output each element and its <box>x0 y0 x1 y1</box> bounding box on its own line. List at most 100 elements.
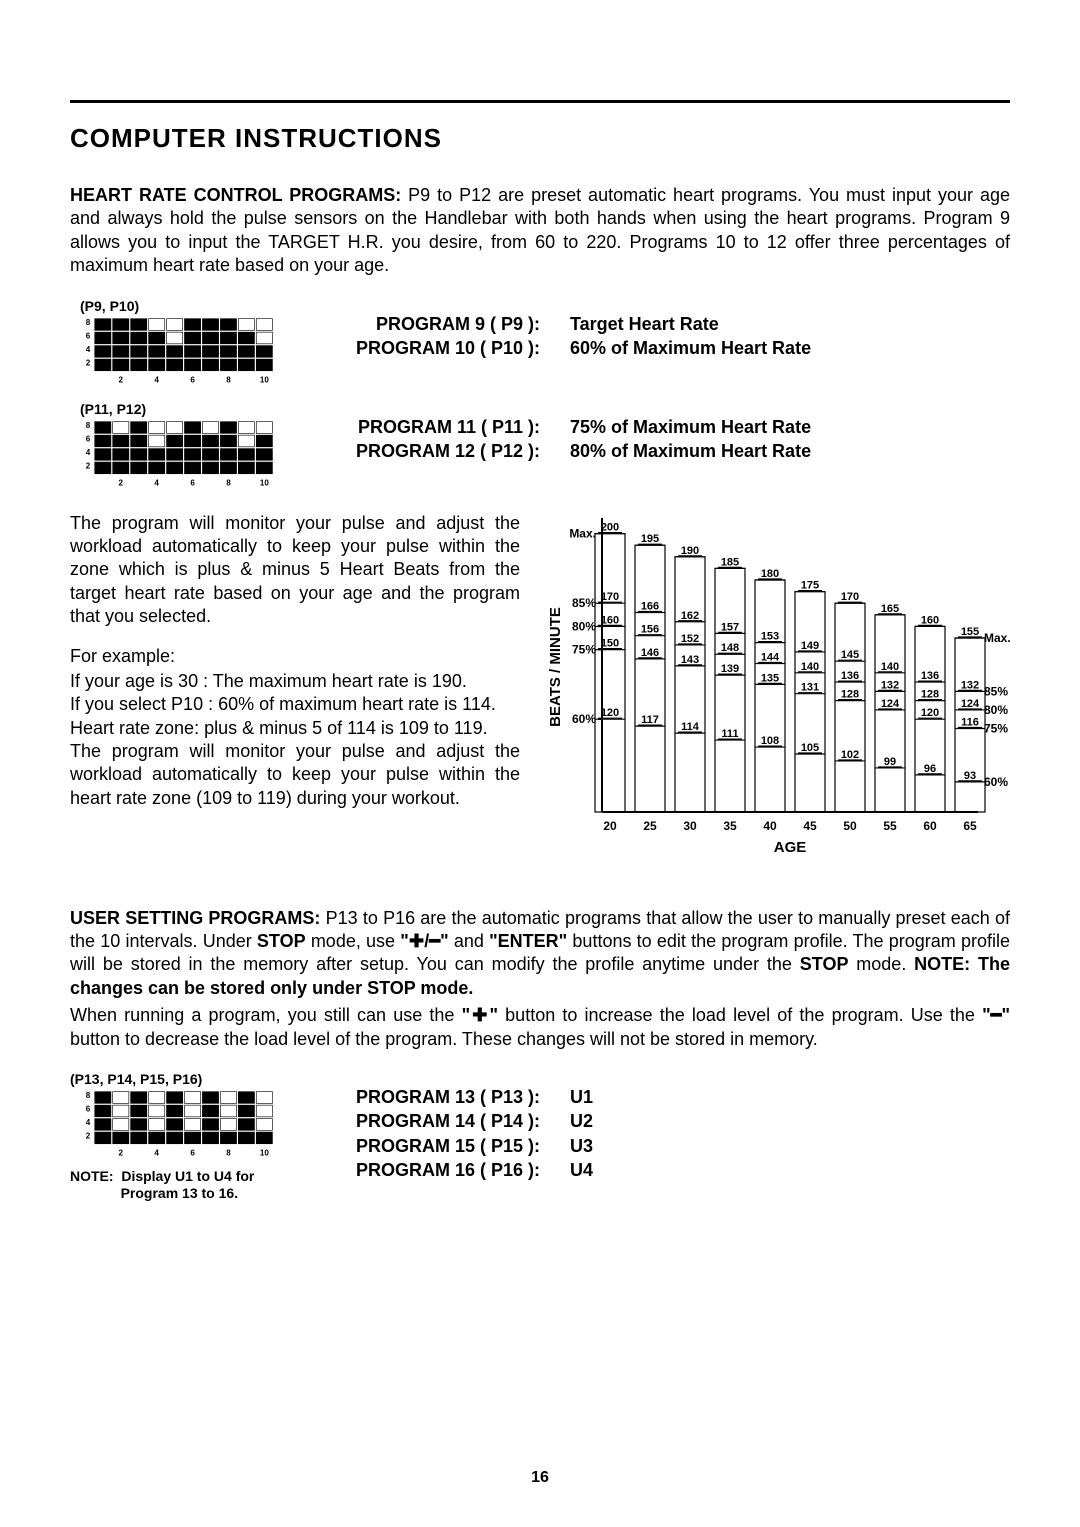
prog-list-3: PROGRAM 13 ( P13 ):U1 PROGRAM 14 ( P14 )… <box>320 1071 1010 1182</box>
svg-text:145: 145 <box>841 649 859 661</box>
svg-text:8: 8 <box>226 1148 231 1157</box>
svg-text:116: 116 <box>961 716 979 728</box>
prog-list-2: PROGRAM 11 ( P11 ): 75% of Maximum Heart… <box>300 401 1010 464</box>
prog-15-val: U3 <box>570 1134 1010 1158</box>
user-stop2: STOP <box>800 954 849 974</box>
svg-text:139: 139 <box>721 663 739 675</box>
svg-text:170: 170 <box>601 591 619 603</box>
prog-10-line: PROGRAM 10 ( P10 ): 60% of Maximum Heart… <box>350 336 1010 360</box>
svg-text:175: 175 <box>801 579 819 591</box>
user-paragraph-2: When running a program, you still can us… <box>70 1004 1010 1051</box>
user-t5: mode. <box>848 954 914 974</box>
prog-15-key: PROGRAM 15 ( P15 ): <box>350 1134 570 1158</box>
prog-11-val: 75% of Maximum Heart Rate <box>570 415 1010 439</box>
prog-9-line: PROGRAM 9 ( P9 ): Target Heart Rate <box>350 312 1010 336</box>
svg-text:4: 4 <box>154 375 159 384</box>
svg-text:99: 99 <box>884 755 896 767</box>
svg-text:4: 4 <box>154 1148 159 1157</box>
svg-text:102: 102 <box>841 749 859 761</box>
svg-text:80%: 80% <box>572 619 596 633</box>
prog-15-line: PROGRAM 15 ( P15 ):U3 <box>350 1134 1010 1158</box>
svg-text:120: 120 <box>601 707 619 719</box>
svg-text:124: 124 <box>881 697 900 709</box>
svg-text:156: 156 <box>641 623 659 635</box>
svg-text:93: 93 <box>964 769 976 781</box>
user-minus: "━" <box>982 1005 1010 1025</box>
page-title: COMPUTER INSTRUCTIONS <box>70 123 1010 154</box>
svg-text:153: 153 <box>761 630 779 642</box>
svg-text:2: 2 <box>86 1131 91 1140</box>
profile-p11-p12: (P11, P12) 2468246810 <box>70 401 300 494</box>
svg-text:10: 10 <box>260 478 269 487</box>
note-u1-u4: NOTE: Display U1 to U4 for Program 13 to… <box>70 1168 320 1203</box>
user-stop1: STOP <box>257 931 306 951</box>
svg-text:2: 2 <box>86 461 91 470</box>
profile-label-2: (P11, P12) <box>80 401 300 417</box>
prog-13-key: PROGRAM 13 ( P13 ): <box>350 1085 570 1109</box>
prog-list-1: PROGRAM 9 ( P9 ): Target Heart Rate PROG… <box>300 298 1010 361</box>
svg-text:8: 8 <box>86 318 91 327</box>
prog-9-val: Target Heart Rate <box>570 312 1010 336</box>
svg-text:136: 136 <box>841 670 859 682</box>
svg-text:2: 2 <box>119 1148 124 1157</box>
svg-text:146: 146 <box>641 646 659 658</box>
svg-text:65: 65 <box>963 819 977 833</box>
explanation-text: The program will monitor your pulse and … <box>70 512 540 857</box>
row-p13-p16: (P13, P14, P15, P16) 2468246810 NOTE: Di… <box>70 1071 1010 1203</box>
svg-text:BEATS / MINUTE: BEATS / MINUTE <box>547 607 564 727</box>
prog-13-val: U1 <box>570 1085 1010 1109</box>
profile-p9-p10: (P9, P10) 2468246810 <box>70 298 300 391</box>
prog-14-key: PROGRAM 14 ( P14 ): <box>350 1109 570 1133</box>
svg-text:10: 10 <box>260 375 269 384</box>
svg-text:128: 128 <box>921 688 939 700</box>
svg-text:135: 135 <box>761 672 779 684</box>
heart-rate-chart: 2001701601501202019516615614611725190162… <box>540 512 1010 852</box>
user-plus: "✚" <box>462 1005 498 1025</box>
svg-text:148: 148 <box>721 642 739 654</box>
svg-text:8: 8 <box>86 421 91 430</box>
svg-text:96: 96 <box>924 762 936 774</box>
svg-text:150: 150 <box>601 637 619 649</box>
svg-text:140: 140 <box>881 660 899 672</box>
svg-text:165: 165 <box>881 602 899 614</box>
svg-text:2: 2 <box>86 358 91 367</box>
svg-text:4: 4 <box>154 478 159 487</box>
svg-text:117: 117 <box>641 714 659 726</box>
svg-text:124: 124 <box>961 697 980 709</box>
prog-10-key: PROGRAM 10 ( P10 ): <box>350 336 570 360</box>
prog-13-line: PROGRAM 13 ( P13 ):U1 <box>350 1085 1010 1109</box>
user-t8: button to decrease the load level of the… <box>70 1029 818 1049</box>
svg-text:166: 166 <box>641 600 659 612</box>
user-t3: and <box>449 931 489 951</box>
prog-11-key: PROGRAM 11 ( P11 ): <box>350 415 570 439</box>
svg-text:157: 157 <box>721 621 739 633</box>
prog-14-val: U2 <box>570 1109 1010 1133</box>
prog-10-val: 60% of Maximum Heart Rate <box>570 336 1010 360</box>
svg-text:105: 105 <box>801 742 819 754</box>
svg-text:111: 111 <box>721 728 738 740</box>
svg-text:128: 128 <box>841 688 859 700</box>
svg-text:6: 6 <box>86 331 91 340</box>
svg-text:75%: 75% <box>572 642 596 656</box>
svg-text:35: 35 <box>723 819 737 833</box>
prog-12-val: 80% of Maximum Heart Rate <box>570 439 1010 463</box>
svg-text:2: 2 <box>119 375 124 384</box>
svg-text:30: 30 <box>683 819 697 833</box>
svg-text:108: 108 <box>761 735 779 747</box>
svg-text:131: 131 <box>801 681 819 693</box>
svg-text:120: 120 <box>921 707 939 719</box>
svg-text:162: 162 <box>681 609 699 621</box>
two-column-section: The program will monitor your pulse and … <box>70 512 1010 857</box>
user-heading: USER SETTING PROGRAMS: <box>70 908 320 928</box>
prog-9-key: PROGRAM 9 ( P9 ): <box>350 312 570 336</box>
hr-intro-paragraph: HEART RATE CONTROL PROGRAMS: P9 to P12 a… <box>70 184 1010 278</box>
svg-text:AGE: AGE <box>774 839 807 852</box>
svg-text:149: 149 <box>801 639 819 651</box>
svg-text:6: 6 <box>190 1148 195 1157</box>
prog-12-key: PROGRAM 12 ( P12 ): <box>350 439 570 463</box>
svg-text:190: 190 <box>681 544 699 556</box>
prog-16-key: PROGRAM 16 ( P16 ): <box>350 1158 570 1182</box>
horizontal-rule <box>70 100 1010 103</box>
svg-text:6: 6 <box>190 375 195 384</box>
svg-text:114: 114 <box>681 721 700 733</box>
